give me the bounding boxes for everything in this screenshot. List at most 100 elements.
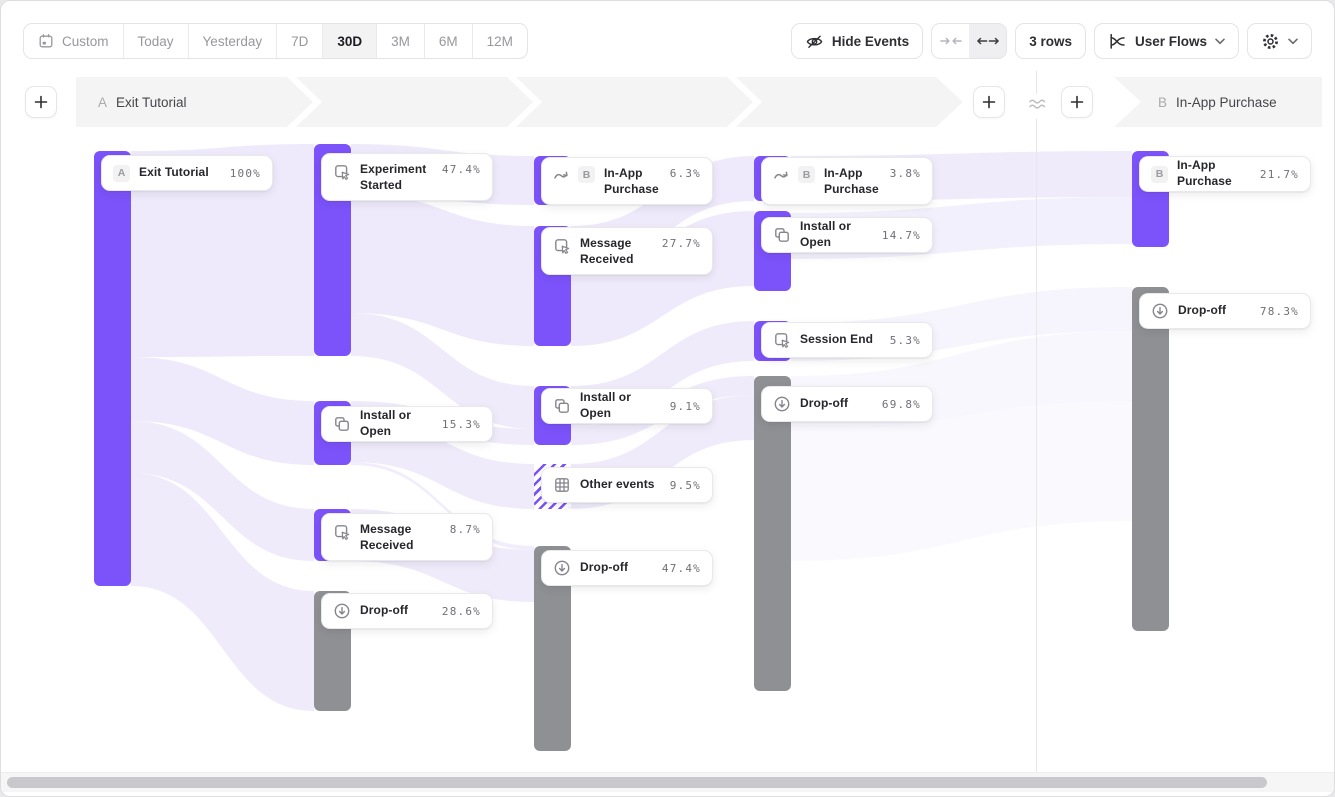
date-range-3m[interactable]: 3M xyxy=(376,24,424,58)
collapse-columns-button[interactable] xyxy=(932,24,969,58)
flow-start-band[interactable] xyxy=(76,77,963,127)
click-icon xyxy=(333,523,351,541)
date-range-custom[interactable]: Custom xyxy=(24,24,123,58)
event-badge: A xyxy=(113,164,130,182)
date-range-label: 3M xyxy=(391,33,410,49)
flow-link[interactable] xyxy=(791,401,1132,561)
flow-node-card[interactable]: Drop-off 28.6% xyxy=(321,593,493,629)
panel-divider xyxy=(1036,71,1037,773)
flow-node-card[interactable]: B In-App Purchase 6.3% xyxy=(541,157,713,205)
flow-link[interactable] xyxy=(131,357,314,465)
plus-icon xyxy=(982,95,996,109)
node-percent: 21.7% xyxy=(1259,167,1299,181)
node-label: Exit Tutorial xyxy=(139,165,209,180)
column-width-toggle xyxy=(931,23,1008,59)
collapse-columns-icon xyxy=(939,35,962,47)
hide-events-button[interactable]: Hide Events xyxy=(790,23,924,59)
date-range-label: 30D xyxy=(337,33,363,49)
node-percent: 5.3% xyxy=(889,333,921,347)
flow-end-band[interactable] xyxy=(1114,77,1322,127)
dropoff-icon xyxy=(1151,302,1169,320)
node-label: Install or Open xyxy=(360,408,412,438)
flow-link[interactable] xyxy=(131,473,314,711)
plus-icon xyxy=(1070,95,1084,109)
flow-node-card[interactable]: Message Received 27.7% xyxy=(541,227,713,275)
node-percent: 8.7% xyxy=(449,523,481,536)
flow-node-card[interactable]: Install or Open 15.3% xyxy=(321,406,493,442)
hide-events-label: Hide Events xyxy=(831,33,910,49)
plus-icon xyxy=(34,95,48,109)
flow-node-bar[interactable] xyxy=(94,151,131,586)
horizontal-scrollbar[interactable] xyxy=(1,772,1334,792)
node-label: In-App Purchase xyxy=(1177,158,1232,188)
click-icon xyxy=(773,331,791,349)
node-percent: 47.4% xyxy=(661,561,701,575)
flow-node-card[interactable]: Install or Open 14.7% xyxy=(761,217,933,253)
flow-node-bar[interactable] xyxy=(1132,287,1169,631)
node-label: Message Received xyxy=(360,522,414,552)
toolbar-right: Hide Events xyxy=(790,23,1312,59)
end-event-label: B In-App Purchase xyxy=(1158,94,1277,110)
view-selector-label: User Flows xyxy=(1134,33,1207,49)
flow-node-card[interactable]: B In-App Purchase 3.8% xyxy=(761,157,933,205)
toolbar: Custom Today Yesterday 7D 30D 3M 6M 12M Hide Ev… xyxy=(23,23,1312,59)
band-chevron-icon xyxy=(507,77,542,127)
grid-icon xyxy=(553,476,571,494)
dropoff-icon xyxy=(333,602,351,620)
date-range-today[interactable]: Today xyxy=(122,24,188,58)
date-range-12m[interactable]: 12M xyxy=(471,24,527,58)
dropoff-icon xyxy=(553,559,571,577)
date-range-30d[interactable]: 30D xyxy=(322,24,377,58)
flow-link[interactable] xyxy=(351,313,534,429)
date-range-group: Custom Today Yesterday 7D 30D 3M 6M 12M xyxy=(23,23,528,59)
flow-chart-icon xyxy=(1108,32,1127,51)
date-range-label: 6M xyxy=(438,33,458,49)
flow-link[interactable] xyxy=(131,144,314,357)
add-step-right-button[interactable] xyxy=(1061,86,1093,118)
approximate-icon xyxy=(1027,94,1048,119)
flow-link[interactable] xyxy=(351,462,534,550)
date-range-label: Yesterday xyxy=(202,33,263,49)
rows-label: 3 rows xyxy=(1029,33,1072,49)
flow-node-card[interactable]: Message Received 8.7% xyxy=(321,513,493,561)
add-step-left-button[interactable] xyxy=(25,86,57,118)
flow-node-card[interactable]: Session End 5.3% xyxy=(761,322,933,358)
event-badge: B xyxy=(1151,165,1168,183)
rows-button[interactable]: 3 rows xyxy=(1015,23,1086,59)
flow-node-card[interactable]: Experiment Started 47.4% xyxy=(321,153,493,201)
flow-node-card[interactable]: Install or Open 9.1% xyxy=(541,388,713,424)
add-step-middle-button[interactable] xyxy=(973,86,1005,118)
flow-link[interactable] xyxy=(351,193,534,346)
node-label: In-App Purchase xyxy=(824,166,879,196)
flow-node-card[interactable]: B In-App Purchase 21.7% xyxy=(1139,156,1311,192)
scrollbar-thumb[interactable] xyxy=(7,777,1267,788)
jump-icon xyxy=(553,167,569,183)
flow-node-card[interactable]: Drop-off 69.8% xyxy=(761,386,933,422)
dropoff-icon xyxy=(773,395,791,413)
date-range-7d[interactable]: 7D xyxy=(276,24,322,58)
flow-node-card[interactable]: A Exit Tutorial 100% xyxy=(101,155,273,191)
node-label: Experiment Started xyxy=(360,162,427,192)
settings-button[interactable] xyxy=(1247,23,1312,59)
expand-columns-button[interactable] xyxy=(969,24,1007,58)
click-icon xyxy=(553,237,571,255)
node-label: Drop-off xyxy=(1178,303,1227,318)
node-percent: 3.8% xyxy=(889,167,921,180)
flow-node-card[interactable]: Drop-off 47.4% xyxy=(541,550,713,586)
flow-node-card[interactable]: Other events 9.5% xyxy=(541,467,713,503)
node-label: Drop-off xyxy=(800,396,849,411)
node-label: Other events xyxy=(580,477,655,492)
date-range-yesterday[interactable]: Yesterday xyxy=(187,24,277,58)
node-label: Message Received xyxy=(580,236,634,266)
flow-node-bar[interactable] xyxy=(754,376,791,691)
start-event-badge: A xyxy=(98,94,108,110)
flow-node-card[interactable]: Drop-off 78.3% xyxy=(1139,293,1311,329)
event-badge: B xyxy=(798,166,815,183)
node-percent: 69.8% xyxy=(881,397,921,411)
flow-link[interactable] xyxy=(131,421,314,561)
node-percent: 47.4% xyxy=(441,163,481,176)
date-range-6m[interactable]: 6M xyxy=(423,24,472,58)
view-selector-button[interactable]: User Flows xyxy=(1093,23,1239,59)
expand-columns-icon xyxy=(976,35,999,47)
